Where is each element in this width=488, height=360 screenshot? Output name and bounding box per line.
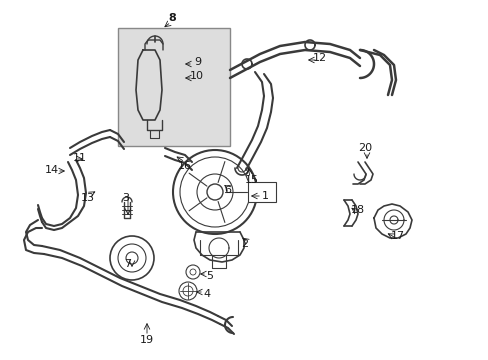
Text: 5: 5 xyxy=(206,271,213,281)
Text: 8: 8 xyxy=(168,13,176,23)
Text: 2: 2 xyxy=(241,239,248,249)
Text: 15: 15 xyxy=(244,175,259,185)
Text: 13: 13 xyxy=(81,193,95,203)
Text: 19: 19 xyxy=(140,335,154,345)
Text: 6: 6 xyxy=(224,185,231,195)
Text: 4: 4 xyxy=(203,289,210,299)
Text: 17: 17 xyxy=(390,231,404,241)
Text: 11: 11 xyxy=(73,153,87,163)
Text: 1: 1 xyxy=(261,191,268,201)
Text: 20: 20 xyxy=(357,143,371,153)
Text: 10: 10 xyxy=(190,71,203,81)
Text: 7: 7 xyxy=(124,259,131,269)
Bar xyxy=(118,28,229,146)
Text: 9: 9 xyxy=(194,57,201,67)
Text: 18: 18 xyxy=(350,205,365,215)
Text: 14: 14 xyxy=(45,165,59,175)
Text: 3: 3 xyxy=(122,193,129,203)
Text: 16: 16 xyxy=(178,161,192,171)
Text: 12: 12 xyxy=(312,53,326,63)
Bar xyxy=(247,182,275,202)
